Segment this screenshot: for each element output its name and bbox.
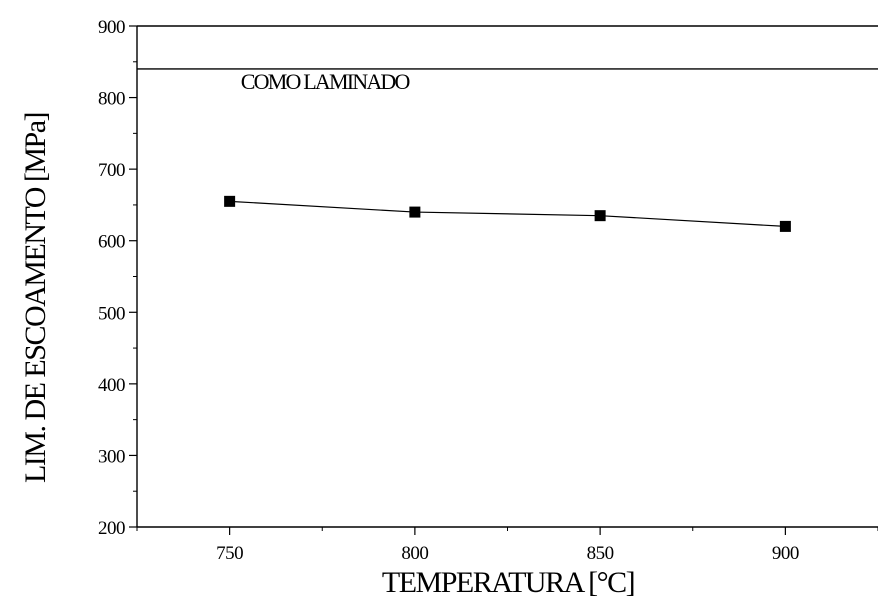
y-tick-label: 700 — [98, 160, 125, 181]
plot-frame — [136, 25, 878, 528]
y-tick-label: 800 — [98, 89, 125, 110]
y-tick-label: 900 — [98, 17, 125, 38]
x-tick-label: 750 — [216, 543, 243, 564]
series-group — [224, 195, 791, 232]
data-point-marker — [779, 220, 791, 232]
y-axis-title: LIM. DE ESCOAMENTO [MPa] — [19, 113, 52, 483]
x-axis-ticks: 750 800 850 900 — [136, 527, 878, 564]
x-tick-label: 800 — [401, 543, 428, 564]
data-point-marker — [594, 210, 606, 222]
y-tick-label: 400 — [98, 375, 125, 396]
x-tick-label: 850 — [587, 543, 614, 564]
y-axis-ticks: 200 300 400 500 600 700 800 900 — [98, 17, 137, 539]
y-tick-label: 200 — [98, 518, 125, 539]
data-point-marker — [224, 195, 236, 207]
x-axis-title: TEMPERATURA [°C] — [382, 566, 634, 599]
reference-line-label: COMO LAMINADO — [241, 69, 410, 94]
y-tick-label: 600 — [98, 232, 125, 253]
series-line — [229, 200, 786, 227]
reference-line-group: COMO LAMINADO — [137, 68, 878, 94]
x-tick-label: 900 — [772, 543, 799, 564]
data-point-marker — [409, 206, 421, 218]
y-tick-label: 300 — [98, 446, 125, 467]
y-tick-label: 500 — [98, 303, 125, 324]
